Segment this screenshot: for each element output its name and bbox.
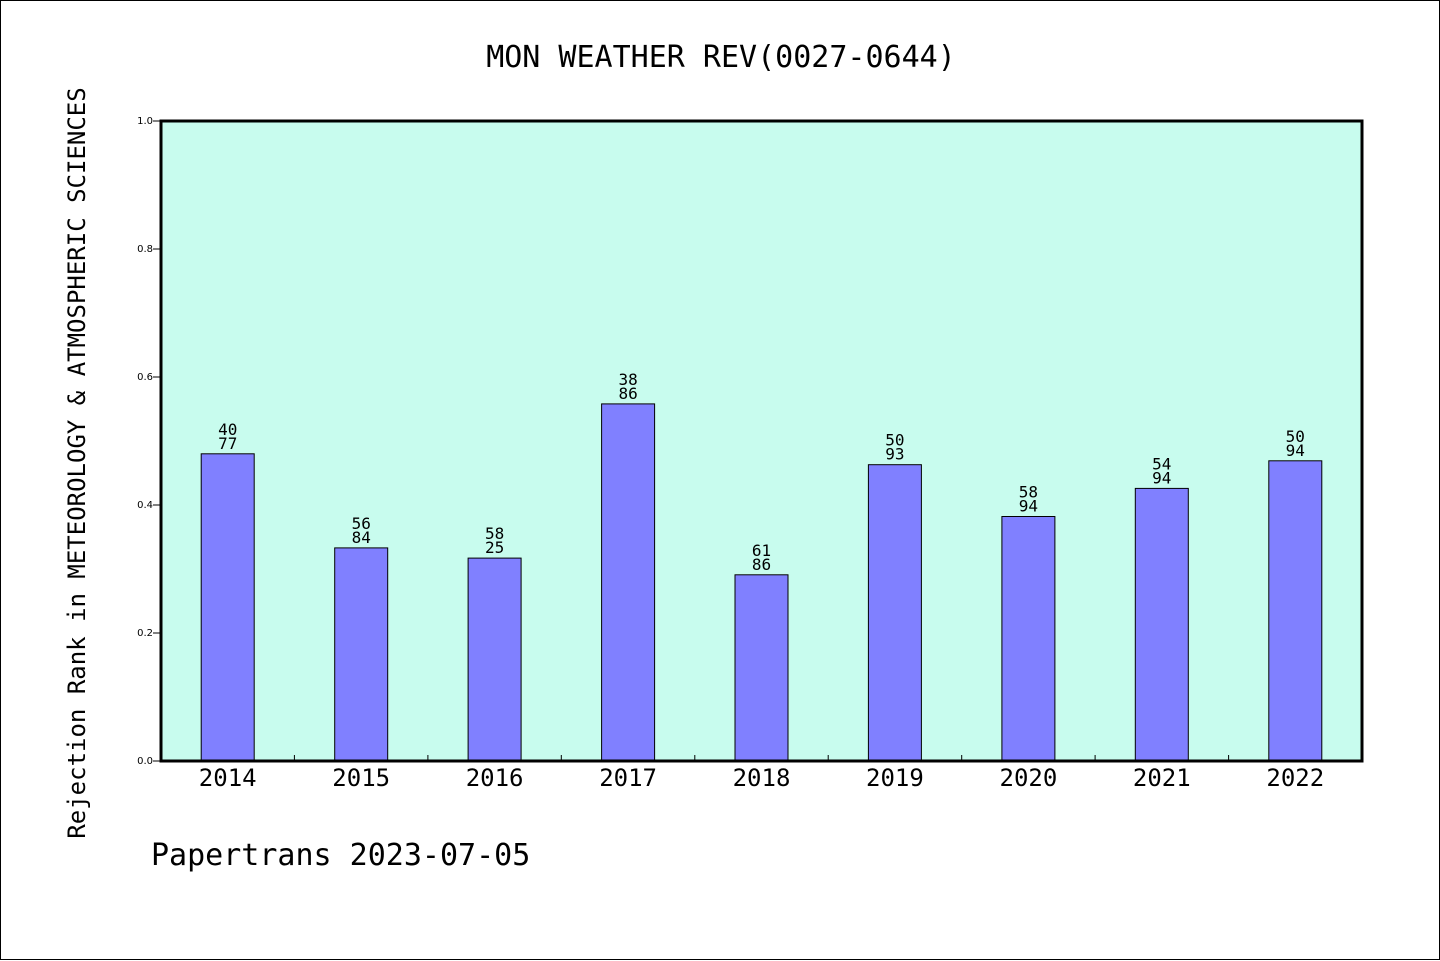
bar-label-bottom-2015: 84 [352, 528, 371, 547]
footer-credit: Papertrans 2023-07-05 [151, 838, 530, 873]
bar-2014 [200, 453, 255, 762]
bar-2017 [601, 403, 656, 762]
bar-label-bottom-2017: 86 [618, 384, 637, 403]
y-axis: 0.0 0.2 0.4 0.6 0.8 1.0 [137, 116, 161, 767]
chart-title: MON WEATHER REV(0027-0644) [486, 40, 956, 75]
bar-label-bottom-2019: 93 [885, 445, 904, 464]
x-tick-label-2018: 2018 [733, 764, 791, 792]
bar-label-top-2020: 58 [1019, 483, 1038, 502]
bar-label-bottom-2014: 77 [218, 434, 237, 453]
bar-label-bottom-2022: 94 [1286, 441, 1305, 460]
bar-label-top-2021: 54 [1152, 454, 1171, 473]
x-tick-label-2021: 2021 [1133, 764, 1191, 792]
bar-2016 [467, 557, 522, 762]
bar-label-bottom-2018: 86 [752, 555, 771, 574]
bar-label-bottom-2016: 25 [485, 538, 504, 557]
y-tick-label: 0.6 [137, 372, 153, 383]
y-tick-label: 1.0 [137, 116, 153, 127]
bar-label-top-2022: 50 [1286, 427, 1305, 446]
x-tick-label-2015: 2015 [332, 764, 390, 792]
bar-2018 [734, 574, 789, 762]
bar-2020 [1001, 516, 1056, 762]
bar-label-top-2016: 58 [485, 524, 504, 543]
y-tick-label: 0.2 [137, 628, 153, 639]
x-tick-label-2016: 2016 [466, 764, 524, 792]
x-axis: 2014 2015 2016 2017 2018 2019 2020 2021 2022 [199, 755, 1324, 792]
y-tick-label: 0.0 [137, 756, 153, 767]
x-tick-label-2019: 2019 [866, 764, 924, 792]
bar-label-bottom-2020: 94 [1019, 497, 1038, 516]
x-tick-label-2020: 2020 [1000, 764, 1058, 792]
bar-2022 [1268, 460, 1323, 762]
bar-label-top-2015: 56 [352, 514, 371, 533]
bar-2019 [867, 464, 922, 762]
x-tick-label-2022: 2022 [1266, 764, 1324, 792]
x-tick-label-2014: 2014 [199, 764, 257, 792]
y-axis-label: Rejection Rank in METEOROLOGY & ATMOSPHE… [63, 87, 91, 838]
x-tick-label-2017: 2017 [599, 764, 657, 792]
y-tick-label: 0.4 [137, 500, 153, 511]
bar-label-bottom-2021: 94 [1152, 468, 1171, 487]
bar-label-top-2017: 38 [618, 370, 637, 389]
bar-2021 [1134, 487, 1189, 762]
bar-label-top-2014: 40 [218, 420, 237, 439]
bar-2015 [334, 547, 389, 762]
bar-label-top-2019: 50 [885, 431, 904, 450]
y-tick-label: 0.8 [137, 244, 153, 255]
bar-label-top-2018: 61 [752, 541, 771, 560]
bars-layer [200, 403, 1323, 762]
plot-border [159, 119, 1364, 763]
